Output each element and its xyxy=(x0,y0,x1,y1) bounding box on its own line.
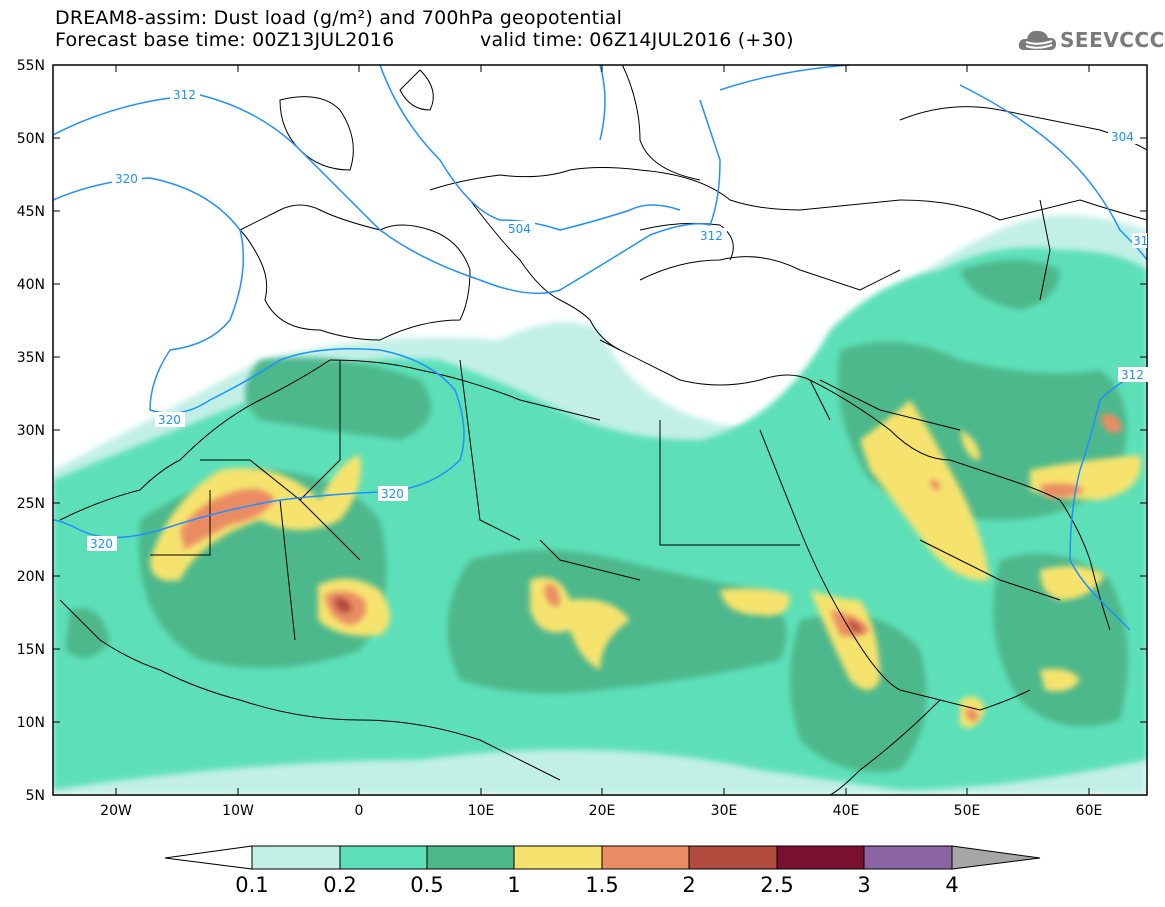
lat-label: 40N xyxy=(17,277,45,293)
contour-label: 304 xyxy=(1111,130,1134,144)
lon-label: 60E xyxy=(1076,803,1103,819)
lon-ticks xyxy=(115,65,1090,795)
contour-label: 312 xyxy=(173,88,196,102)
contour-label: 320 xyxy=(381,487,404,501)
lon-label: 50E xyxy=(954,803,981,819)
contour-label: 31 xyxy=(1133,234,1148,248)
contour-label: 504 xyxy=(508,222,531,236)
colorbar-tick: 0.1 xyxy=(235,873,269,897)
cloud-icon xyxy=(1018,30,1056,50)
lat-ticks xyxy=(53,137,1147,723)
colorbar-swatch xyxy=(339,845,428,870)
colorbar-tick: 1 xyxy=(507,873,521,897)
lon-label: 20E xyxy=(589,803,616,819)
lon-label: 20W xyxy=(100,803,132,819)
colorbar-tick: 4 xyxy=(945,873,959,897)
lon-label: 10E xyxy=(468,803,495,819)
seevccc-logo: SEEVCCC xyxy=(1018,24,1164,56)
lat-label: 45N xyxy=(17,204,45,220)
longitude-labels: 20W 10W 0 10E 20E 30E 40E 50E 60E xyxy=(100,803,1102,819)
colorbar-tick: 2 xyxy=(682,873,696,897)
valid-time: valid time: 06Z14JUL2016 (+30) xyxy=(480,29,794,51)
colorbar-swatch xyxy=(251,845,341,870)
contour-label: 312 xyxy=(1121,368,1144,382)
geopotential-contours xyxy=(53,65,1147,631)
latitude-labels: 55N 50N 45N 40N 35N 30N 25N 20N 15N 10N … xyxy=(17,58,45,804)
colorbar-swatch xyxy=(513,845,603,870)
dust-field xyxy=(53,65,1147,795)
colorbar-tick: 2.5 xyxy=(760,873,794,897)
lat-label: 50N xyxy=(17,131,45,147)
lat-label: 20N xyxy=(17,569,45,585)
base-time: Forecast base time: 00Z13JUL2016 xyxy=(55,29,395,51)
lat-label: 35N xyxy=(17,350,45,366)
lat-label: 5N xyxy=(26,788,45,804)
colorbar-swatch xyxy=(601,845,690,870)
time-info: Forecast base time: 00Z13JUL2016 valid ti… xyxy=(55,29,794,51)
contour-label: 320 xyxy=(158,413,181,427)
colorbar-under-arrow xyxy=(164,845,253,870)
contour-label: 320 xyxy=(90,537,113,551)
lon-label: 10W xyxy=(222,803,254,819)
map-title: DREAM8-assim: Dust load (g/m²) and 700hP… xyxy=(55,7,623,29)
lon-label: 0 xyxy=(355,803,364,819)
colorbar-over-arrow xyxy=(951,845,1041,870)
colorbar-swatch xyxy=(776,845,865,870)
colorbar-swatch xyxy=(688,845,778,870)
contour-labels: 312 320 320 320 320 504 312 304 312 31 xyxy=(87,87,1148,551)
colorbar-tick: 0.2 xyxy=(323,873,357,897)
colorbar-swatch xyxy=(426,845,515,870)
colorbar-tick: 0.5 xyxy=(410,873,444,897)
contour-label: 312 xyxy=(700,229,723,243)
contour-label: 320 xyxy=(115,172,138,186)
lat-label: 15N xyxy=(17,642,45,658)
colorbar-tick: 1.5 xyxy=(585,873,619,897)
logo-text: SEEVCCC xyxy=(1060,28,1165,52)
colorbar xyxy=(164,845,1041,870)
colorbar-swatch xyxy=(863,845,953,870)
lat-label: 25N xyxy=(17,496,45,512)
lat-label: 55N xyxy=(17,58,45,74)
dust-band-2 xyxy=(335,597,862,633)
lat-label: 10N xyxy=(17,715,45,731)
lat-label: 30N xyxy=(17,423,45,439)
lon-label: 40E xyxy=(833,803,860,819)
colorbar-tick: 3 xyxy=(857,873,871,897)
lon-label: 30E xyxy=(711,803,738,819)
coastlines xyxy=(59,65,1147,795)
